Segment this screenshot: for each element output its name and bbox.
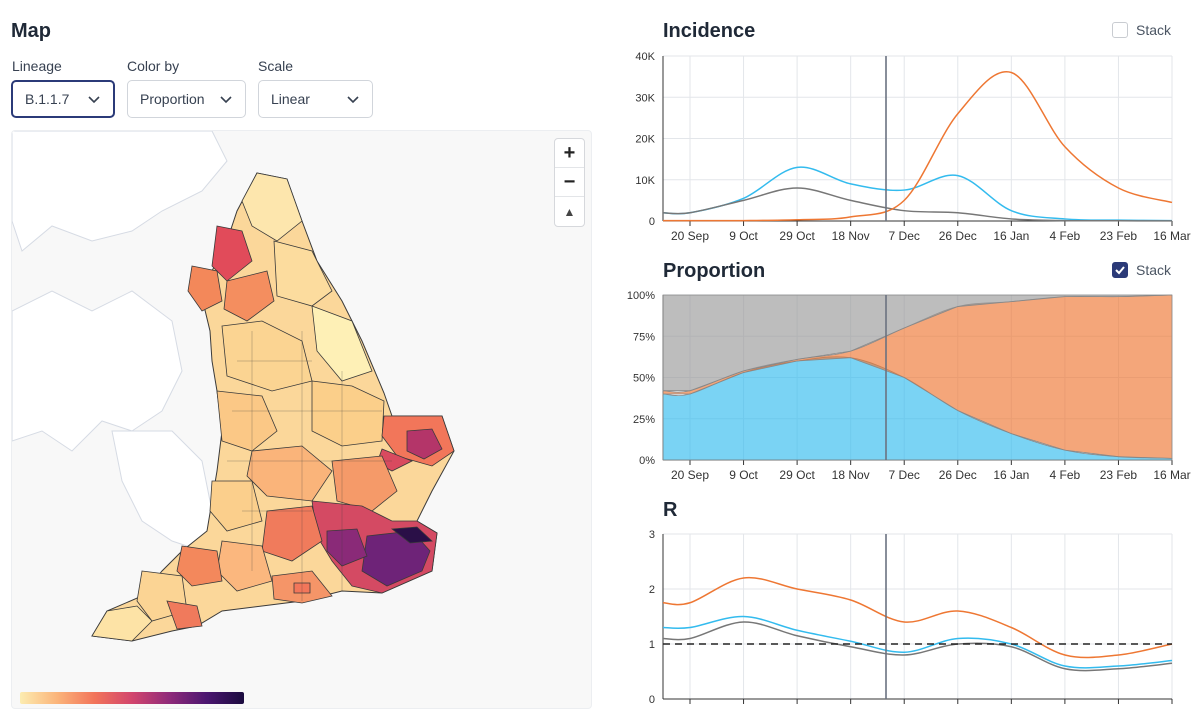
x-tick-label: 9 Oct: [729, 229, 758, 243]
chevron-down-icon: [88, 96, 100, 104]
england-map[interactable]: [12, 131, 592, 709]
x-tick-label: 16 Mar: [1153, 229, 1190, 243]
y-tick-label: 2: [649, 584, 655, 596]
x-tick-label: 26 Dec: [939, 468, 977, 482]
x-tick-label: 18 Nov: [832, 229, 870, 243]
lineage-label: Lineage: [12, 58, 62, 74]
y-tick-label: 20K: [635, 134, 655, 146]
y-tick-label: 25%: [633, 414, 655, 426]
x-tick-label: 9 Oct: [729, 468, 758, 482]
zoom-out-button[interactable]: −: [555, 168, 584, 197]
y-tick-label: 40K: [635, 51, 655, 63]
x-tick-label: 20 Sep: [671, 229, 709, 243]
line-series-1: [662, 187, 1173, 222]
x-tick-label: 7 Dec: [889, 468, 920, 482]
x-tick-label: 29 Oct: [779, 468, 815, 482]
y-tick-label: 30K: [635, 92, 655, 104]
y-tick-label: 0: [649, 694, 655, 706]
scale-select[interactable]: Linear: [258, 80, 373, 118]
choropleth-map[interactable]: [11, 130, 592, 709]
x-tick-label: 16 Jan: [993, 229, 1029, 243]
color-by-select[interactable]: Proportion: [127, 80, 246, 118]
chevron-down-icon: [347, 96, 359, 104]
incidence-stack-checkbox[interactable]: [1112, 22, 1128, 38]
line-series-0: [662, 576, 1173, 659]
r-title: R: [663, 499, 678, 521]
zoom-in-button[interactable]: +: [555, 139, 584, 168]
x-tick-label: 18 Nov: [832, 468, 870, 482]
lineage-select[interactable]: B.1.1.7: [11, 80, 115, 118]
y-tick-label: 50%: [633, 373, 655, 385]
compass-icon: ▲: [563, 204, 576, 219]
y-tick-label: 0%: [639, 455, 655, 467]
x-tick-label: 4 Feb: [1050, 468, 1081, 482]
map-title: Map: [11, 20, 51, 42]
proportion-stack-label: Stack: [1136, 262, 1172, 278]
x-tick-label: 7 Dec: [889, 229, 920, 243]
lineage-select-value: B.1.1.7: [25, 91, 70, 107]
x-tick-label: 16 Jan: [993, 468, 1029, 482]
y-tick-label: 0: [649, 216, 655, 228]
proportion-title: Proportion: [663, 260, 766, 282]
y-tick-label: 100%: [627, 290, 655, 302]
incidence-title: Incidence: [663, 20, 756, 42]
line-series-2: [663, 71, 1173, 222]
x-tick-label: 16 Mar: [1153, 468, 1190, 482]
line-series-1: [662, 615, 1173, 669]
line-series-2: [662, 621, 1173, 672]
incidence-stack-label: Stack: [1136, 22, 1172, 38]
y-tick-label: 75%: [633, 331, 655, 343]
zoom-control: + − ▲: [554, 138, 585, 227]
x-tick-label: 26 Dec: [939, 229, 977, 243]
x-tick-label: 4 Feb: [1050, 229, 1081, 243]
proportion-stack-checkbox[interactable]: [1112, 262, 1128, 278]
color-by-select-value: Proportion: [140, 91, 205, 107]
y-tick-label: 10K: [635, 175, 655, 187]
y-tick-label: 3: [649, 529, 655, 541]
scale-label: Scale: [258, 58, 294, 74]
checkmark-icon: [1115, 266, 1125, 275]
x-tick-label: 20 Sep: [671, 468, 709, 482]
scale-select-value: Linear: [271, 91, 310, 107]
x-tick-label: 23 Feb: [1100, 229, 1138, 243]
x-tick-label: 23 Feb: [1100, 468, 1138, 482]
chevron-down-icon: [220, 96, 232, 104]
x-tick-label: 29 Oct: [779, 229, 815, 243]
proportion-chart[interactable]: 0% 25% 50% 75% 100% 20 Sep 9 Oct 29 Oct 18 Nov 7 …: [627, 290, 1191, 482]
r-chart[interactable]: 0 1 2 3: [649, 529, 1173, 706]
incidence-chart[interactable]: 0 10K 20K 30K 40K 20 Sep 9 Oct 29 Oct 18 Nov 7 De…: [635, 51, 1190, 243]
area-series-2: [662, 294, 1173, 392]
proportion-stack-toggle[interactable]: Stack: [1112, 262, 1171, 278]
compass-button[interactable]: ▲: [555, 197, 584, 226]
incidence-stack-toggle[interactable]: Stack: [1112, 22, 1171, 38]
color-scale-legend: [20, 692, 244, 704]
line-series-0: [662, 166, 1173, 222]
y-tick-label: 1: [649, 639, 655, 651]
color-by-label: Color by: [127, 58, 180, 74]
